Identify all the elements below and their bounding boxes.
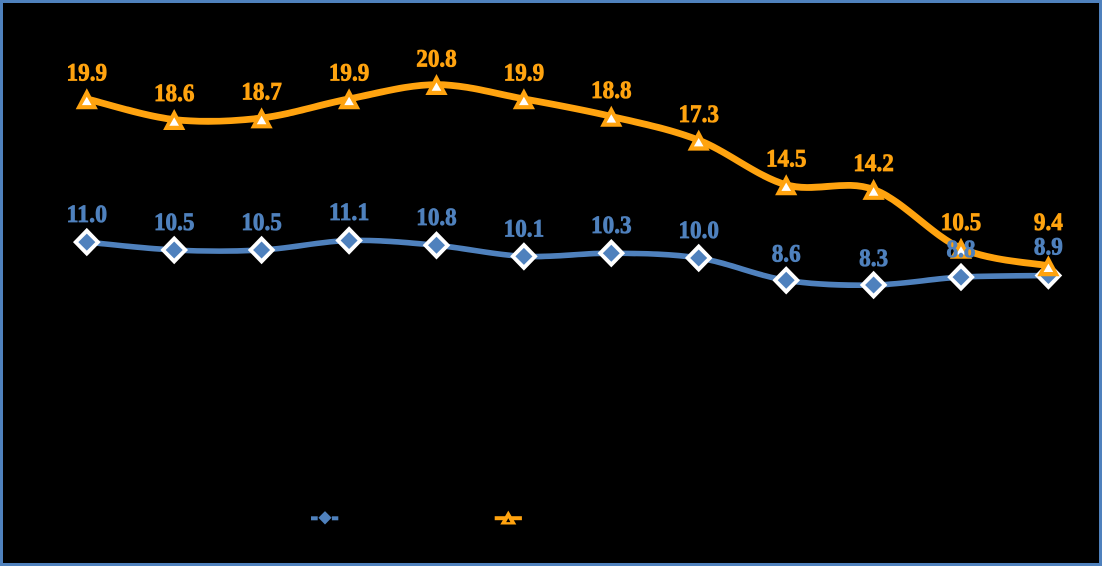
svg-text:10.8: 10.8 <box>416 204 457 231</box>
svg-text:14.2: 14.2 <box>853 150 894 177</box>
svg-text:19.9: 19.9 <box>329 60 370 87</box>
svg-text:8.8: 8.8 <box>947 236 976 263</box>
svg-text:10.0: 10.0 <box>678 217 719 244</box>
svg-text:8.3: 8.3 <box>859 245 888 272</box>
svg-text:10.5: 10.5 <box>941 209 982 236</box>
svg-text:19.9: 19.9 <box>67 60 108 87</box>
svg-text:10.5: 10.5 <box>241 209 282 236</box>
svg-text:11.0: 11.0 <box>67 201 108 228</box>
svg-text:10.5: 10.5 <box>154 209 195 236</box>
svg-text:10.1: 10.1 <box>504 215 545 242</box>
svg-text:19.9: 19.9 <box>504 60 545 87</box>
svg-text:8.6: 8.6 <box>772 240 801 267</box>
svg-text:10.3: 10.3 <box>591 212 632 239</box>
svg-text:20.8: 20.8 <box>416 45 457 72</box>
svg-text:11.1: 11.1 <box>329 199 370 226</box>
svg-text:8.9: 8.9 <box>1034 234 1063 261</box>
svg-text:14.5: 14.5 <box>766 146 807 173</box>
svg-text:18.6: 18.6 <box>154 80 195 107</box>
svg-text:17.3: 17.3 <box>678 101 719 128</box>
svg-text:18.8: 18.8 <box>591 77 632 104</box>
svg-text:18.7: 18.7 <box>241 79 282 106</box>
svg-text:9.4: 9.4 <box>1034 209 1063 236</box>
